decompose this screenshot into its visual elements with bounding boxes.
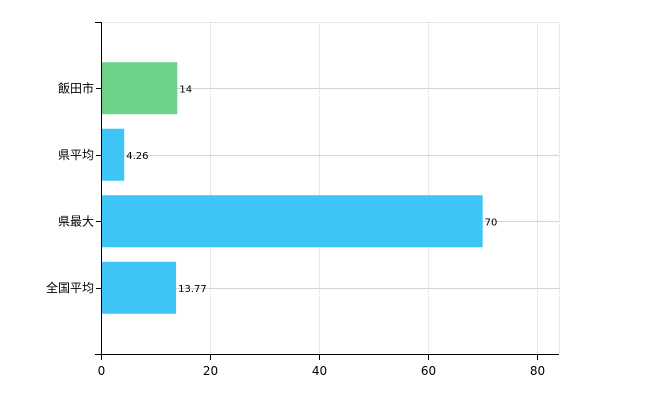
y-tick-label: 全国平均	[46, 280, 94, 295]
bar	[101, 195, 483, 248]
axes	[95, 22, 559, 360]
data-label: 4.26	[126, 151, 148, 162]
y-tick-label: 県最大	[58, 214, 94, 228]
x-tick-label: 0	[98, 364, 106, 378]
data-label: 70	[485, 217, 498, 228]
x-tick-label: 80	[530, 364, 545, 378]
bar	[101, 62, 178, 115]
data-label: 14	[179, 84, 192, 95]
x-tick-label: 60	[421, 364, 436, 378]
x-tick-label: 20	[203, 364, 218, 378]
bars	[101, 62, 483, 314]
data-label: 13.77	[178, 284, 207, 295]
bar	[101, 128, 125, 181]
y-tick-label: 県平均	[58, 148, 94, 162]
x-tick-label: 40	[312, 364, 327, 378]
y-tick-label: 飯田市	[58, 80, 94, 95]
bar	[101, 261, 177, 314]
